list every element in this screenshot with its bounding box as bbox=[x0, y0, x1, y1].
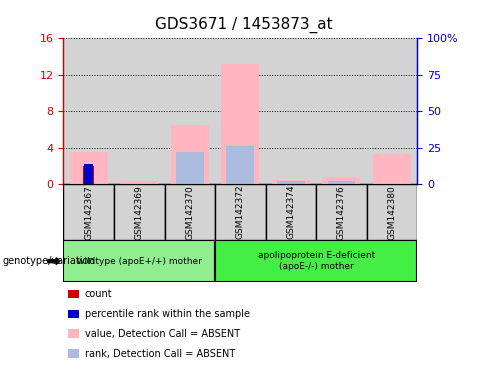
Bar bbox=[226, 146, 254, 184]
Bar bbox=[176, 152, 203, 184]
Bar bbox=[171, 125, 209, 184]
Bar bbox=[373, 154, 411, 184]
Bar bbox=[323, 177, 360, 184]
Bar bbox=[215, 240, 417, 282]
Bar bbox=[272, 180, 310, 184]
Text: genotype/variation: genotype/variation bbox=[2, 256, 95, 266]
Bar bbox=[277, 181, 305, 184]
Text: value, Detection Call = ABSENT: value, Detection Call = ABSENT bbox=[85, 329, 240, 339]
Bar bbox=[84, 164, 93, 184]
Bar bbox=[222, 64, 259, 184]
Bar bbox=[176, 152, 203, 184]
Text: GSM142367: GSM142367 bbox=[84, 185, 93, 240]
Text: GDS3671 / 1453873_at: GDS3671 / 1453873_at bbox=[155, 17, 333, 33]
Bar bbox=[121, 181, 158, 184]
Bar bbox=[84, 164, 93, 184]
Bar bbox=[63, 38, 114, 184]
Text: GSM142372: GSM142372 bbox=[236, 185, 245, 240]
Text: rank, Detection Call = ABSENT: rank, Detection Call = ABSENT bbox=[85, 349, 235, 359]
Text: GSM142380: GSM142380 bbox=[387, 185, 396, 240]
Bar bbox=[226, 146, 254, 184]
Bar bbox=[164, 38, 215, 184]
Bar bbox=[327, 181, 355, 184]
Bar bbox=[114, 184, 164, 240]
Bar bbox=[114, 38, 164, 184]
Bar bbox=[272, 180, 310, 184]
Bar bbox=[70, 152, 108, 184]
Bar bbox=[63, 240, 215, 282]
Bar bbox=[327, 181, 355, 184]
Bar bbox=[121, 181, 158, 184]
Text: GSM142374: GSM142374 bbox=[286, 185, 295, 240]
Bar bbox=[323, 177, 360, 184]
Text: GSM142369: GSM142369 bbox=[135, 185, 144, 240]
Bar bbox=[265, 184, 316, 240]
Bar bbox=[63, 184, 114, 240]
Text: wildtype (apoE+/+) mother: wildtype (apoE+/+) mother bbox=[77, 257, 202, 266]
Text: percentile rank within the sample: percentile rank within the sample bbox=[85, 309, 250, 319]
Text: count: count bbox=[85, 289, 113, 299]
Text: apolipoprotein E-deficient
(apoE-/-) mother: apolipoprotein E-deficient (apoE-/-) mot… bbox=[258, 252, 375, 271]
Bar bbox=[222, 64, 259, 184]
Bar bbox=[373, 154, 411, 184]
Text: GSM142376: GSM142376 bbox=[337, 185, 346, 240]
Bar bbox=[171, 125, 209, 184]
Text: GSM142370: GSM142370 bbox=[185, 185, 194, 240]
Bar bbox=[215, 184, 265, 240]
Bar bbox=[83, 166, 94, 184]
Bar bbox=[366, 38, 417, 184]
Bar bbox=[277, 181, 305, 184]
Bar bbox=[366, 184, 417, 240]
Bar bbox=[316, 184, 366, 240]
Bar bbox=[70, 152, 108, 184]
Bar bbox=[215, 38, 265, 184]
Bar bbox=[83, 166, 94, 184]
Bar bbox=[164, 184, 215, 240]
Bar bbox=[265, 38, 316, 184]
Bar bbox=[316, 38, 366, 184]
